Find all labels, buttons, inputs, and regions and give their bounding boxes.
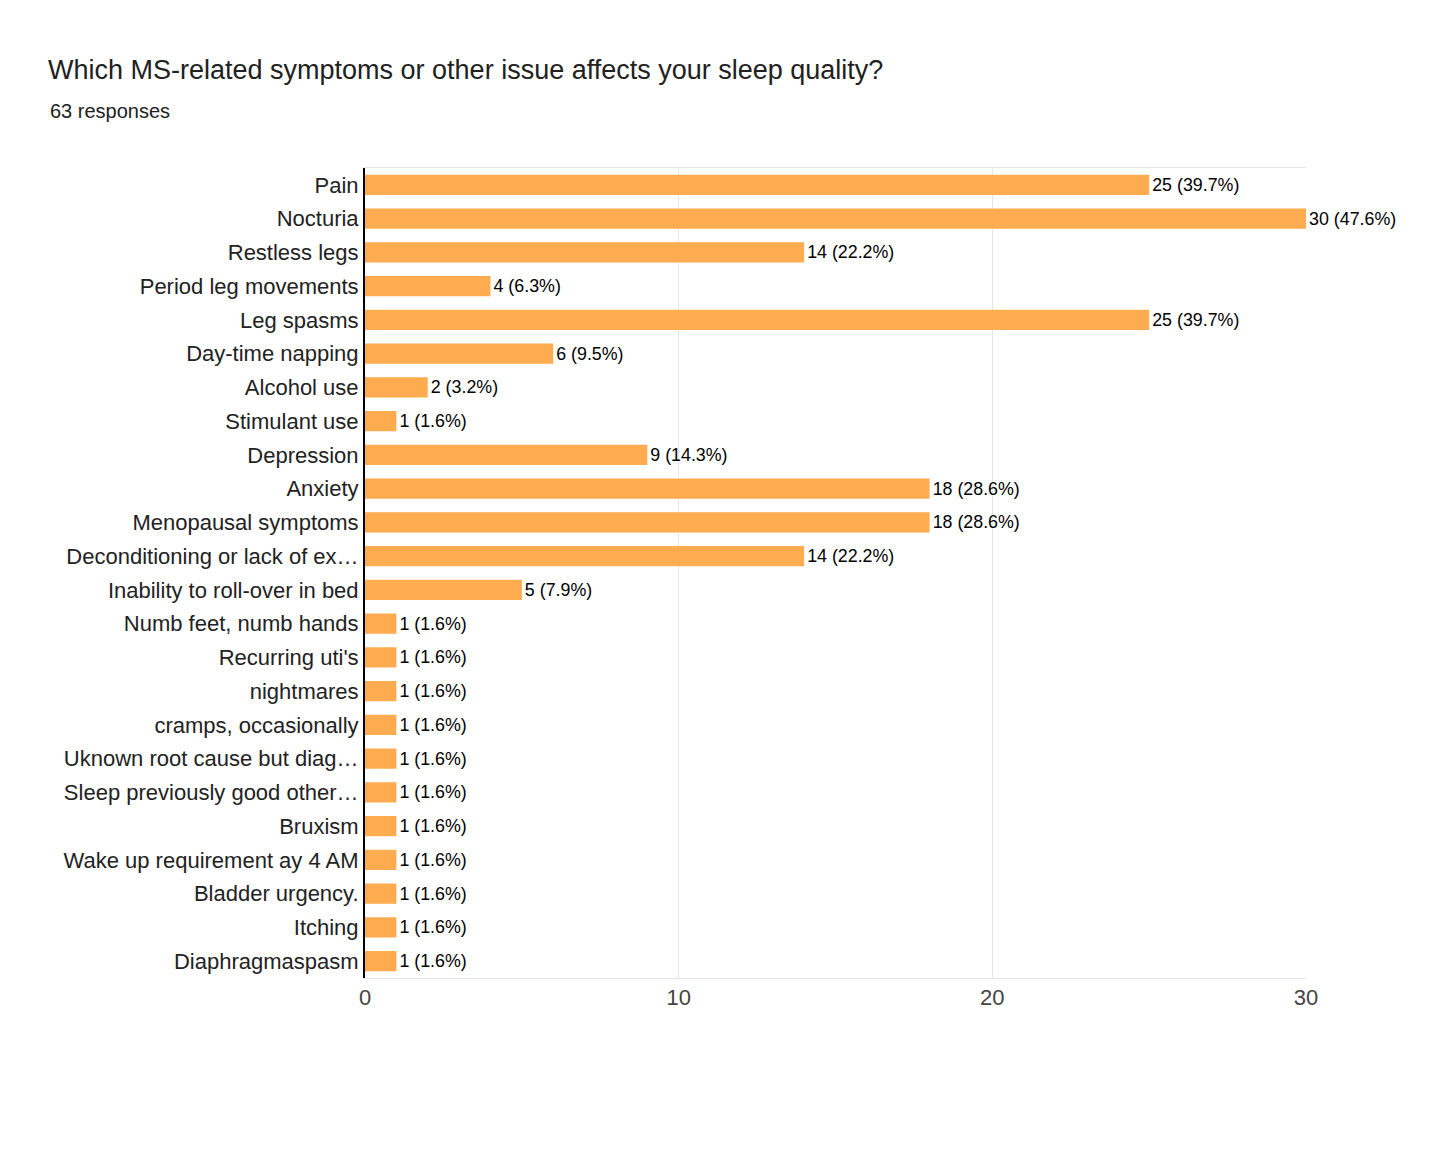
svg-text:2 (3.2%): 2 (3.2%) [431, 377, 498, 397]
svg-text:Inability to roll-over in bed: Inability to roll-over in bed [108, 578, 359, 603]
svg-text:Bruxism: Bruxism [279, 814, 358, 839]
svg-text:Uknown root cause but diag…: Uknown root cause but diag… [64, 746, 359, 771]
svg-text:Wake up requirement ay 4 AM: Wake up requirement ay 4 AM [63, 848, 358, 873]
svg-text:Itching: Itching [294, 915, 359, 940]
svg-text:1 (1.6%): 1 (1.6%) [399, 411, 466, 431]
svg-text:Deconditioning or lack of ex…: Deconditioning or lack of ex… [66, 544, 358, 569]
svg-text:Menopausal symptoms: Menopausal symptoms [132, 510, 358, 535]
svg-text:Diaphragmaspasm: Diaphragmaspasm [174, 949, 359, 974]
svg-text:Period leg movements: Period leg movements [140, 274, 359, 299]
svg-text:1 (1.6%): 1 (1.6%) [399, 782, 466, 802]
svg-text:1 (1.6%): 1 (1.6%) [399, 749, 466, 769]
svg-text:Stimulant use: Stimulant use [225, 409, 358, 434]
svg-text:Which MS-related symptoms or o: Which MS-related symptoms or other issue… [48, 55, 883, 85]
svg-text:1 (1.6%): 1 (1.6%) [399, 951, 466, 971]
svg-text:cramps, occasionally: cramps, occasionally [154, 713, 358, 738]
svg-text:Nocturia: Nocturia [277, 206, 360, 231]
svg-text:30: 30 [1294, 985, 1318, 1010]
svg-text:14 (22.2%): 14 (22.2%) [807, 242, 894, 262]
svg-text:1 (1.6%): 1 (1.6%) [399, 850, 466, 870]
svg-text:Bladder urgency.: Bladder urgency. [194, 881, 359, 906]
svg-text:25 (39.7%): 25 (39.7%) [1152, 310, 1239, 330]
svg-text:Leg spasms: Leg spasms [240, 308, 359, 333]
svg-text:5 (7.9%): 5 (7.9%) [525, 580, 592, 600]
svg-text:Depression: Depression [247, 443, 358, 468]
svg-text:1 (1.6%): 1 (1.6%) [399, 647, 466, 667]
svg-text:Alcohol use: Alcohol use [245, 375, 359, 400]
svg-text:1 (1.6%): 1 (1.6%) [399, 715, 466, 735]
svg-text:Recurring uti's: Recurring uti's [219, 645, 359, 670]
svg-text:14 (22.2%): 14 (22.2%) [807, 546, 894, 566]
svg-text:1 (1.6%): 1 (1.6%) [399, 884, 466, 904]
svg-text:nightmares: nightmares [250, 679, 359, 704]
svg-text:4 (6.3%): 4 (6.3%) [493, 276, 560, 296]
svg-text:Restless legs: Restless legs [228, 240, 359, 265]
svg-text:30 (47.6%): 30 (47.6%) [1309, 209, 1396, 229]
svg-text:Day-time napping: Day-time napping [186, 341, 358, 366]
svg-text:1 (1.6%): 1 (1.6%) [399, 816, 466, 836]
svg-text:9 (14.3%): 9 (14.3%) [650, 445, 727, 465]
svg-text:10: 10 [666, 985, 690, 1010]
svg-text:0: 0 [359, 985, 371, 1010]
svg-text:1 (1.6%): 1 (1.6%) [399, 681, 466, 701]
svg-text:20: 20 [980, 985, 1004, 1010]
svg-text:63 responses: 63 responses [50, 100, 170, 122]
svg-text:25 (39.7%): 25 (39.7%) [1152, 175, 1239, 195]
svg-text:18 (28.6%): 18 (28.6%) [933, 512, 1020, 532]
svg-text:Pain: Pain [315, 173, 359, 198]
svg-text:6 (9.5%): 6 (9.5%) [556, 344, 623, 364]
svg-text:18 (28.6%): 18 (28.6%) [933, 479, 1020, 499]
svg-text:1 (1.6%): 1 (1.6%) [399, 917, 466, 937]
svg-text:Sleep previously good other…: Sleep previously good other… [64, 780, 359, 805]
svg-text:1 (1.6%): 1 (1.6%) [399, 614, 466, 634]
svg-text:Numb feet, numb hands: Numb feet, numb hands [124, 611, 359, 636]
svg-text:Anxiety: Anxiety [286, 476, 358, 501]
